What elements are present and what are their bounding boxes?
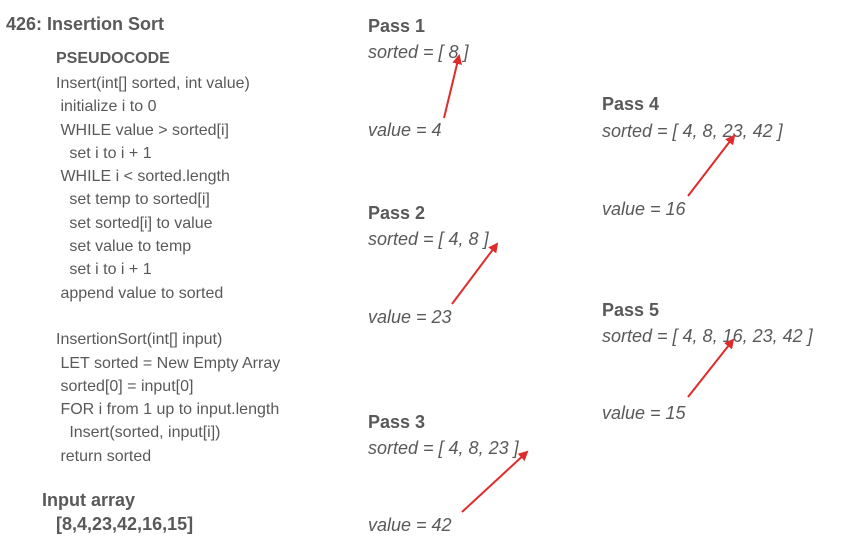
input-array-label: Input array	[42, 490, 136, 510]
page-title: 426: Insertion Sort	[6, 14, 165, 34]
code-line: set sorted[i] to value	[56, 214, 213, 232]
pass-3-title: Pass 3	[368, 412, 426, 432]
pass-2-value: value = 23	[368, 307, 452, 327]
pseudocode-heading: PSEUDOCODE	[56, 50, 170, 67]
code-line: return sorted	[56, 447, 152, 465]
code-line: Insert(sorted, input[i])	[56, 424, 221, 442]
code-line: set i to i + 1	[56, 144, 152, 162]
code-line: set temp to sorted[i]	[56, 191, 210, 209]
code-line: sorted[0] = input[0]	[56, 377, 194, 395]
code-line: set i to i + 1	[56, 261, 152, 279]
code-line: InsertionSort(int[] input)	[56, 331, 223, 349]
pass-1-sorted: sorted = [ 8 ]	[368, 42, 469, 62]
code-line: Insert(int[] sorted, int value)	[56, 75, 250, 92]
pass-1-arrow	[443, 54, 462, 119]
pass-3-arrow	[461, 450, 529, 513]
pass-3-value: value = 42	[368, 515, 452, 535]
pass-5-value: value = 15	[602, 403, 686, 423]
pass-1-value: value = 4	[368, 120, 442, 140]
code-line: FOR i from 1 up to input.length	[56, 401, 280, 419]
pass-2-arrow	[451, 242, 499, 305]
pass-2-title: Pass 2	[368, 203, 426, 223]
pass-1-title: Pass 1	[368, 16, 426, 36]
input-array-value: [8,4,23,42,16,15]	[56, 514, 194, 534]
code-line: initialize i to 0	[56, 98, 157, 116]
pass-4-sorted: sorted = [ 4, 8, 23, 42 ]	[602, 121, 783, 141]
code-line	[56, 305, 280, 328]
code-line: set value to temp	[56, 238, 192, 256]
code-line: append value to sorted	[56, 284, 224, 302]
pass-4-value: value = 16	[602, 199, 686, 219]
code-line: LET sorted = New Empty Array	[56, 354, 281, 372]
pass-4-arrow	[687, 134, 736, 197]
pass-5-sorted: sorted = [ 4, 8, 16, 23, 42 ]	[602, 326, 813, 346]
pass-4-title: Pass 4	[602, 94, 660, 114]
pass-2-sorted: sorted = [ 4, 8 ]	[368, 229, 489, 249]
pass-5-arrow	[687, 338, 735, 398]
code-line: WHILE value > sorted[i]	[56, 121, 229, 139]
pseudocode-block: Insert(int[] sorted, int value) initiali…	[56, 72, 280, 468]
pass-3-sorted: sorted = [ 4, 8, 23 ]	[368, 438, 519, 458]
pass-5-title: Pass 5	[602, 300, 660, 320]
code-line: WHILE i < sorted.length	[56, 168, 230, 186]
